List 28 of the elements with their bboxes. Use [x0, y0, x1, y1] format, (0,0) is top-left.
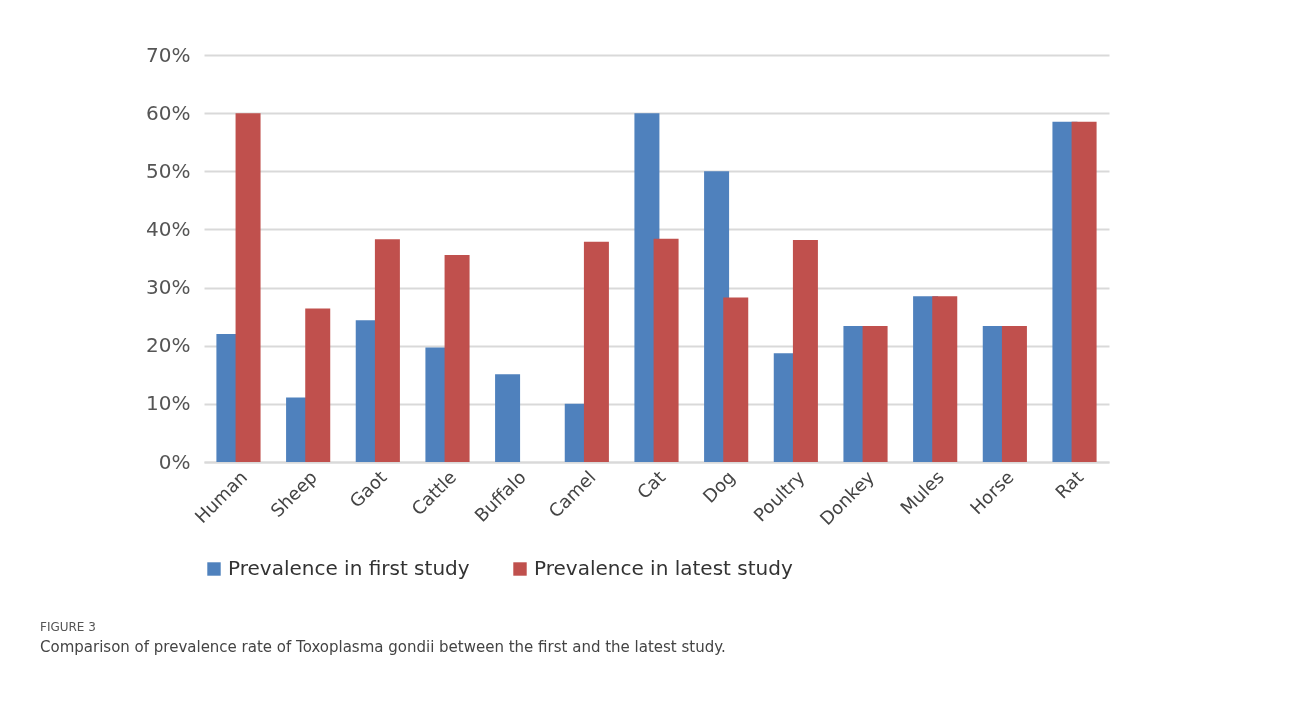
y-tick-label: 40% — [146, 216, 191, 241]
bar — [444, 255, 470, 462]
bar — [374, 239, 400, 462]
bar — [1071, 121, 1097, 462]
x-tick-label: Rat — [1051, 466, 1088, 503]
y-tick-label: 50% — [146, 158, 191, 183]
bar — [235, 113, 261, 462]
bar — [1001, 325, 1027, 462]
legend-label: Prevalence in latest study — [534, 556, 793, 580]
x-tick-label: Dog — [698, 466, 739, 507]
bar — [862, 325, 888, 462]
bar — [932, 296, 958, 462]
y-tick-label: 30% — [146, 275, 191, 300]
y-tick-label: 0% — [158, 449, 191, 474]
legend-label: Prevalence in first study — [228, 556, 470, 580]
text: Comparison of prevalence rate of Toxoplasma gondii between the first and the latest study. — [40, 638, 726, 656]
y-tick-label: 70% — [146, 42, 191, 67]
bar — [583, 241, 609, 462]
bar — [723, 297, 749, 462]
bar — [653, 238, 679, 462]
x-tick-label: Cat — [632, 466, 670, 503]
bar — [792, 239, 818, 462]
bar — [495, 374, 521, 462]
y-tick-label: 20% — [146, 333, 191, 358]
caption: FIGURE 3 — [40, 620, 97, 634]
y-tick-label: 60% — [146, 100, 191, 125]
y-tick-label: 10% — [146, 391, 191, 416]
bar — [305, 308, 331, 462]
